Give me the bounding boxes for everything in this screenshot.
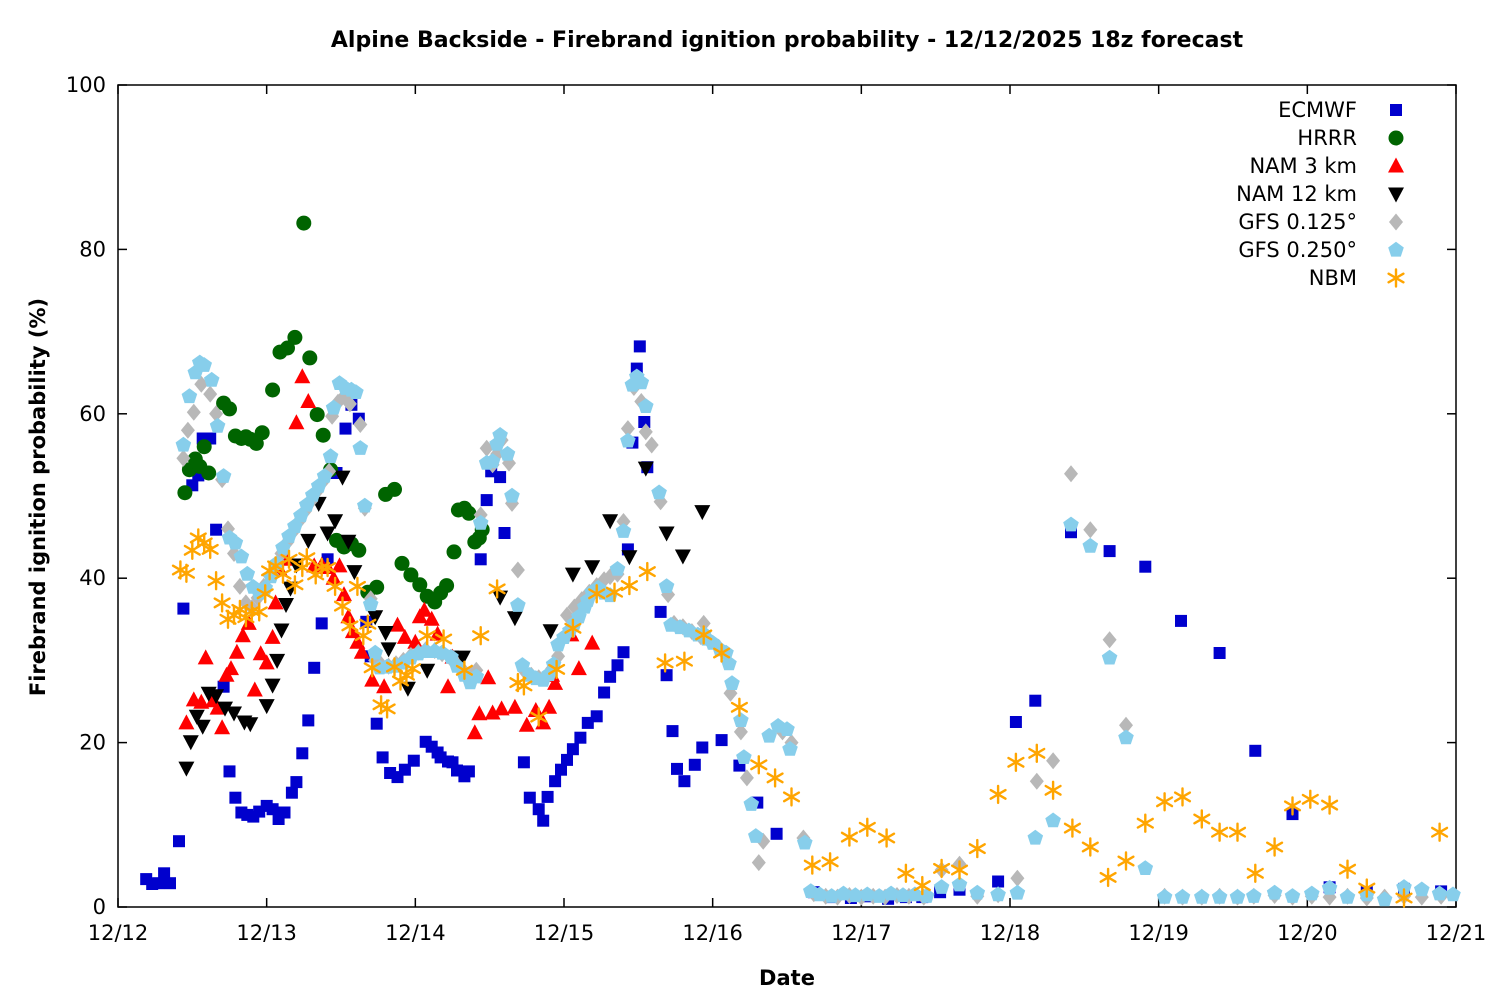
legend-marker-ecmwf-icon — [1390, 104, 1402, 116]
legend-label-ecmwf: ECMWF — [1278, 98, 1357, 122]
y-axis-label: Firebrand ignition probability (%) — [26, 297, 50, 697]
legend-item-nam-12-km: NAM 12 km — [1236, 180, 1408, 208]
y-tick-labels: 0 20 40 60 80 100 — [66, 73, 106, 919]
legend-marker-nbm-icon — [1387, 268, 1405, 288]
x-ticks — [117, 85, 1457, 907]
legend-marker-hrrr-icon — [1388, 130, 1404, 146]
legend-label-hrrr: HRRR — [1297, 126, 1357, 150]
legend-label-gfs-0-250: GFS 0.250° — [1238, 238, 1357, 262]
svg-text:12/15: 12/15 — [534, 921, 595, 945]
legend-label-nam-12-km: NAM 12 km — [1236, 182, 1357, 206]
svg-text:40: 40 — [79, 566, 106, 590]
svg-text:20: 20 — [79, 731, 106, 755]
svg-text:100: 100 — [66, 73, 106, 97]
legend-label-nam-3-km: NAM 3 km — [1249, 154, 1357, 178]
svg-text:60: 60 — [79, 402, 106, 426]
series-hrrr — [177, 215, 490, 610]
x-axis-label: Date — [759, 966, 815, 990]
svg-text:80: 80 — [79, 237, 106, 261]
plot-border — [117, 84, 1457, 908]
series-nbm — [171, 528, 1449, 908]
legend-item-nbm: NBM — [1236, 264, 1408, 292]
svg-text:12/19: 12/19 — [1128, 921, 1189, 945]
legend-item-ecmwf: ECMWF — [1236, 96, 1408, 124]
legend-item-gfs-0-125: GFS 0.125° — [1236, 208, 1408, 236]
series-ecmwf — [140, 340, 1448, 905]
legend-item-gfs-0-250: GFS 0.250° — [1236, 236, 1408, 264]
legend-label-gfs-0-125: GFS 0.125° — [1238, 210, 1357, 234]
legend-marker-nam-12-km-icon — [1388, 187, 1404, 203]
legend-label-nbm: NBM — [1308, 266, 1357, 290]
svg-text:12/17: 12/17 — [831, 921, 892, 945]
series-gfs-0-250 — [175, 354, 1461, 907]
legend-marker-gfs-0-250-icon — [1388, 241, 1404, 257]
svg-text:12/20: 12/20 — [1277, 921, 1338, 945]
chart-title: Alpine Backside - Firebrand ignition pro… — [330, 28, 1244, 53]
legend-marker-gfs-0-125-icon — [1389, 213, 1403, 231]
legend: ECMWF HRRR NAM 3 km NAM 12 km GFS 0.125° GFS … — [1236, 96, 1408, 292]
svg-text:12/18: 12/18 — [980, 921, 1041, 945]
series-gfs-0-125 — [176, 375, 1449, 907]
x-tick-labels: 12/12 12/13 12/14 12/15 12/16 12/17 12/18 12/19… — [88, 921, 1487, 945]
svg-text:12/13: 12/13 — [236, 921, 297, 945]
svg-text:12/12: 12/12 — [88, 921, 149, 945]
legend-marker-nam-3-km-icon — [1388, 157, 1404, 173]
legend-item-hrrr: HRRR — [1236, 124, 1408, 152]
svg-text:12/14: 12/14 — [385, 921, 446, 945]
legend-item-nam-3-km: NAM 3 km — [1236, 152, 1408, 180]
svg-text:0: 0 — [93, 895, 106, 919]
svg-text:12/21: 12/21 — [1426, 921, 1487, 945]
svg-text:12/16: 12/16 — [682, 921, 743, 945]
y-ticks — [118, 84, 1456, 908]
